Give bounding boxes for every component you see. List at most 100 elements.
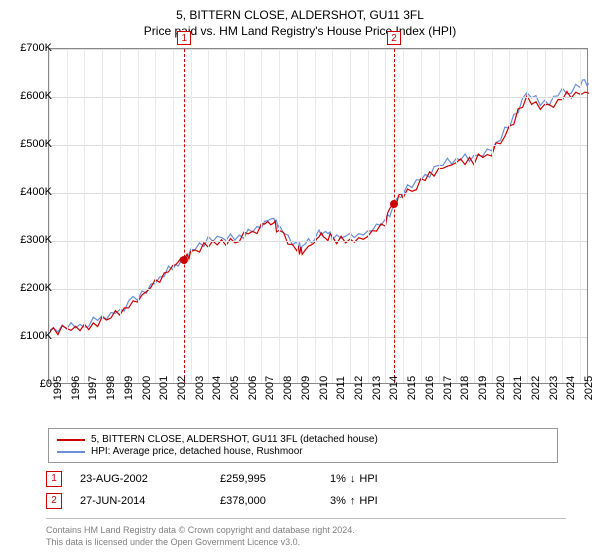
grid-line-h: [49, 97, 587, 98]
grid-line-v: [439, 49, 440, 383]
grid-line-v: [244, 49, 245, 383]
grid-line-v: [421, 49, 422, 383]
legend-swatch: [57, 439, 85, 441]
x-tick-label: 2013: [371, 376, 383, 400]
series-price_paid: [49, 92, 589, 335]
sale-delta-label: HPI: [359, 495, 377, 507]
x-tick-label: 2006: [247, 376, 259, 400]
grid-line-v: [509, 49, 510, 383]
sale-price: £259,995: [220, 473, 330, 485]
sale-price: £378,000: [220, 495, 330, 507]
grid-line-v: [208, 49, 209, 383]
x-tick-label: 2024: [565, 376, 577, 400]
x-tick-label: 1996: [70, 376, 82, 400]
arrow-down-icon: ↓: [350, 473, 356, 485]
x-tick-label: 2020: [495, 376, 507, 400]
grid-line-v: [403, 49, 404, 383]
grid-line-v: [527, 49, 528, 383]
x-tick-label: 2011: [335, 376, 347, 400]
title-line-1: 5, BITTERN CLOSE, ALDERSHOT, GU11 3FL: [0, 8, 600, 22]
sale-delta-pct: 1%: [330, 473, 346, 485]
grid-line-v: [261, 49, 262, 383]
grid-line-v: [456, 49, 457, 383]
grid-line-v: [492, 49, 493, 383]
series-svg: [49, 49, 589, 385]
x-tick-label: 2009: [300, 376, 312, 400]
y-tick-label: £400K: [20, 186, 52, 198]
sale-delta: 1% ↓ HPI: [330, 473, 378, 485]
sales-table: 1 23-AUG-2002 £259,995 1% ↓ HPI 2 27-JUN…: [46, 468, 378, 512]
grid-line-v: [102, 49, 103, 383]
sale-marker-box: 1: [177, 31, 191, 45]
grid-line-v: [315, 49, 316, 383]
grid-line-v: [297, 49, 298, 383]
grid-line-h: [49, 337, 587, 338]
series-hpi: [49, 80, 589, 332]
sale-delta-pct: 3%: [330, 495, 346, 507]
sale-guideline: [394, 49, 395, 383]
grid-line-v: [84, 49, 85, 383]
sales-row: 2 27-JUN-2014 £378,000 3% ↑ HPI: [46, 490, 378, 512]
y-tick-label: £700K: [20, 42, 52, 54]
sale-marker-box: 2: [46, 493, 62, 509]
legend-box: 5, BITTERN CLOSE, ALDERSHOT, GU11 3FL (d…: [48, 428, 558, 463]
sale-dot-icon: [180, 256, 188, 264]
x-tick-label: 2007: [264, 376, 276, 400]
grid-line-v: [155, 49, 156, 383]
grid-line-h: [49, 145, 587, 146]
grid-line-h: [49, 241, 587, 242]
x-tick-label: 2017: [442, 376, 454, 400]
sale-date: 23-AUG-2002: [80, 473, 220, 485]
sale-marker-box: 1: [46, 471, 62, 487]
x-tick-label: 2021: [512, 376, 524, 400]
footer-line-2: This data is licensed under the Open Gov…: [46, 537, 566, 549]
grid-line-v: [226, 49, 227, 383]
x-tick-label: 2025: [583, 376, 595, 400]
y-tick-label: £100K: [20, 330, 52, 342]
x-tick-label: 2019: [477, 376, 489, 400]
sale-delta-label: HPI: [359, 473, 377, 485]
grid-line-h: [49, 289, 587, 290]
title-line-2: Price paid vs. HM Land Registry's House …: [0, 24, 600, 38]
x-tick-label: 2014: [388, 376, 400, 400]
sale-date: 27-JUN-2014: [80, 495, 220, 507]
x-tick-label: 2003: [194, 376, 206, 400]
plot-area: 12: [48, 48, 588, 384]
grid-line-v: [580, 49, 581, 383]
x-tick-label: 1998: [105, 376, 117, 400]
sale-marker-box: 2: [387, 31, 401, 45]
grid-line-v: [332, 49, 333, 383]
sale-guideline: [184, 49, 185, 383]
legend-swatch: [57, 451, 85, 453]
y-tick-label: £200K: [20, 282, 52, 294]
x-tick-label: 1995: [52, 376, 64, 400]
grid-line-v: [173, 49, 174, 383]
grid-line-v: [385, 49, 386, 383]
x-tick-label: 2022: [530, 376, 542, 400]
x-tick-label: 1999: [123, 376, 135, 400]
grid-line-v: [368, 49, 369, 383]
legend-row: 5, BITTERN CLOSE, ALDERSHOT, GU11 3FL (d…: [57, 434, 549, 445]
x-tick-label: 2005: [229, 376, 241, 400]
x-tick-label: 2004: [211, 376, 223, 400]
chart-container: 5, BITTERN CLOSE, ALDERSHOT, GU11 3FL Pr…: [0, 0, 600, 560]
title-block: 5, BITTERN CLOSE, ALDERSHOT, GU11 3FL Pr…: [0, 0, 600, 38]
sales-row: 1 23-AUG-2002 £259,995 1% ↓ HPI: [46, 468, 378, 490]
x-tick-label: 2002: [176, 376, 188, 400]
grid-line-h: [49, 193, 587, 194]
x-tick-label: 2016: [424, 376, 436, 400]
grid-line-v: [350, 49, 351, 383]
grid-line-v: [120, 49, 121, 383]
y-tick-label: £0: [40, 378, 52, 390]
grid-line-v: [279, 49, 280, 383]
y-tick-label: £500K: [20, 138, 52, 150]
grid-line-v: [562, 49, 563, 383]
x-tick-label: 2015: [406, 376, 418, 400]
x-tick-label: 2008: [282, 376, 294, 400]
plot-wrap: 12: [48, 48, 588, 384]
x-tick-label: 1997: [87, 376, 99, 400]
footer: Contains HM Land Registry data © Crown c…: [46, 518, 566, 548]
x-tick-label: 2012: [353, 376, 365, 400]
y-tick-label: £600K: [20, 90, 52, 102]
x-tick-label: 2001: [158, 376, 170, 400]
